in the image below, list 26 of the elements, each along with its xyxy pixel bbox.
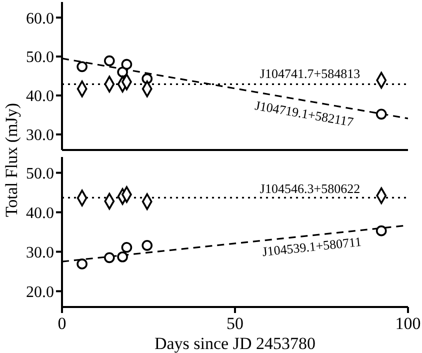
- point: [376, 108, 387, 120]
- point: [142, 240, 153, 251]
- y-tick-label: 30.0: [26, 244, 54, 262]
- point: [117, 251, 128, 262]
- point: [104, 55, 115, 66]
- point: [76, 258, 88, 270]
- y-tick-label: 50.0: [26, 49, 54, 66]
- x-tick-label: 50: [226, 314, 244, 333]
- y-tick-label: 30.0: [26, 127, 54, 144]
- point: [76, 61, 88, 72]
- x-tick-label: 100: [395, 314, 421, 333]
- point: [121, 242, 132, 253]
- y-axis-title: Total Flux (mJy): [2, 102, 22, 218]
- point: [121, 58, 132, 70]
- annotation: J104539.1+580711: [262, 234, 362, 260]
- y-tick-label: 60.0: [26, 10, 54, 28]
- x-tick-label: 0: [58, 314, 66, 333]
- y-tick-label: 50.0: [26, 165, 54, 182]
- point: [104, 252, 115, 264]
- y-tick-label: 40.0: [26, 88, 54, 106]
- y-tick-label: 40.0: [26, 204, 54, 222]
- point: [376, 225, 387, 236]
- y-tick-label: 20.0: [26, 284, 54, 301]
- x-axis-title: Days since JD 2453780: [154, 334, 316, 353]
- annotation: J104741.7+584813: [260, 66, 360, 81]
- annotation: J104546.3+580622: [260, 180, 360, 196]
